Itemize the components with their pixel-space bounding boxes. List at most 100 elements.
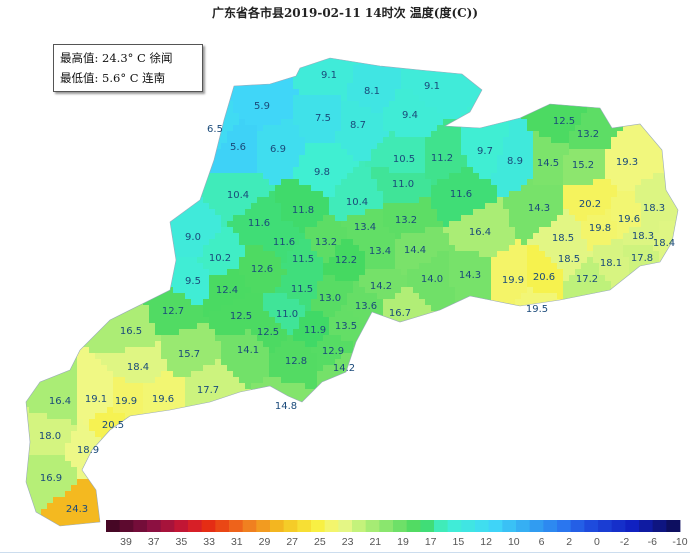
colorbar-cell [406,520,421,532]
colorbar-cell [297,520,312,532]
colorbar-tick-label: -2 [620,536,629,548]
colorbar-cell [283,520,298,532]
colorbar-cell [447,520,462,532]
station-value: 8.1 [364,86,380,97]
station-value: 14.1 [237,345,259,356]
station-value: 19.1 [85,394,107,405]
station-value: 20.6 [533,272,555,283]
station-value: 9.1 [321,70,337,81]
colorbar-tick-label: -6 [648,536,657,548]
station-value: 17.2 [576,274,598,285]
station-value: 12.2 [335,255,357,266]
station-value: 16.9 [40,473,62,484]
station-value: 8.9 [507,156,523,167]
station-value: 19.8 [589,223,611,234]
colorbar-cell [639,520,654,532]
station-value: 13.6 [355,301,377,312]
colorbar-cell [652,520,667,532]
station-value: 15.7 [178,349,200,360]
colorbar [106,520,681,532]
colorbar-cell [666,520,681,532]
station-value: 18.9 [77,445,99,456]
station-value: 16.4 [49,396,71,407]
colorbar-tick-label: 27 [286,536,298,548]
colorbar-cell [584,520,599,532]
station-value: 12.7 [162,306,184,317]
colorbar-tick-label: 12 [480,536,492,548]
station-labels: 9.1 8.1 9.1 5.9 7.5 8.7 9.4 6.5 5.6 6.9 10.5 11.2 9.… [39,70,675,515]
colorbar-cell [352,520,367,532]
station-value: 19.5 [526,304,548,315]
colorbar-cell [611,520,626,532]
station-value: 5.6 [230,142,246,153]
station-value: 12.8 [285,356,307,367]
colorbar-cell [147,520,162,532]
station-value: 19.9 [502,275,524,286]
colorbar-cell [160,520,175,532]
station-value: 7.5 [315,113,331,124]
station-value: 6.5 [207,124,223,135]
map-title: 广东省各市县2019-02-11 14时次 温度(度(C)) [211,6,479,20]
colorbar-cell [338,520,353,532]
station-value: 14.3 [459,270,481,281]
colorbar-cell [229,520,244,532]
divider [0,552,690,553]
colorbar-tick-label: -10 [672,536,687,548]
colorbar-cell [502,520,517,532]
station-value: 18.5 [558,254,580,265]
colorbar-tick-label: 31 [231,536,243,548]
colorbar-cell [324,520,339,532]
station-value: 9.7 [477,146,493,157]
station-value: 16.7 [389,308,411,319]
colorbar-tick-label: 6 [539,536,545,548]
colorbar-tick-label: 25 [314,536,326,548]
station-value: 9.0 [185,232,201,243]
colorbar-cell [174,520,189,532]
station-value: 11.6 [248,218,270,229]
colorbar-cell [598,520,613,532]
station-value: 13.2 [577,129,599,140]
station-value: 16.4 [469,227,491,238]
station-value: 19.6 [618,214,640,225]
station-value: 12.5 [553,116,575,127]
station-value: 19.9 [115,396,137,407]
min-value-line: 最低值: 5.6° C 连南 [60,71,166,85]
station-value: 6.9 [270,144,286,155]
colorbar-cell [201,520,216,532]
station-value: 20.2 [579,199,601,210]
colorbar-tick-label: 2 [566,536,572,548]
station-value: 13.4 [369,246,391,257]
colorbar-tick-label: 37 [148,536,160,548]
province-outline [25,57,679,527]
station-value: 18.3 [632,231,654,242]
colorbar-cell [133,520,148,532]
station-value: 19.6 [152,394,174,405]
station-value: 14.4 [404,245,426,256]
station-value: 11.5 [291,284,313,295]
station-value: 10.4 [227,190,249,201]
colorbar-cell [270,520,285,532]
colorbar-tick-label: 0 [594,536,600,548]
colorbar-tick-label: 29 [259,536,271,548]
station-value: 13.4 [354,222,376,233]
station-value: 5.9 [254,101,270,112]
station-value: 9.8 [314,167,330,178]
station-value: 11.6 [273,237,295,248]
station-value: 11.8 [292,205,314,216]
station-value: 18.1 [600,258,622,269]
station-value: 12.4 [216,285,238,296]
station-value: 8.7 [350,120,366,131]
station-value: 18.3 [643,203,665,214]
station-value: 20.5 [102,420,124,431]
colorbar-tick-label: 35 [176,536,188,548]
colorbar-cell [625,520,640,532]
station-value: 11.0 [276,309,298,320]
colorbar-cell [106,520,121,532]
station-value: 18.4 [127,362,149,373]
max-value-line: 最高值: 24.3° C 徐闻 [60,51,173,65]
station-value: 14.0 [421,274,443,285]
station-value: 10.5 [393,154,415,165]
station-value: 12.5 [230,311,252,322]
